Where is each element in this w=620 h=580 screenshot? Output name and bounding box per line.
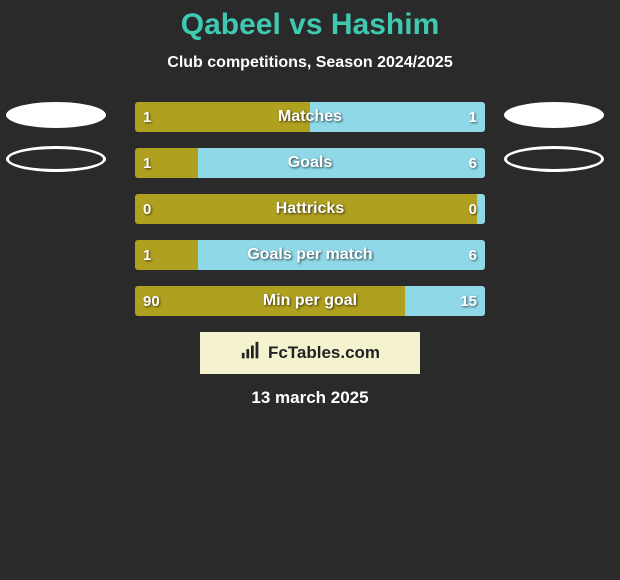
fctables-logo: FcTables.com [200, 332, 420, 374]
stat-bar-right: 6 [198, 148, 485, 178]
club-badge-left-1 [6, 102, 106, 128]
stat-row: 11Matches [135, 102, 485, 132]
stats-area: 11Matches16Goals00Hattricks16Goals per m… [0, 102, 620, 316]
player1-name: Qabeel [181, 8, 281, 41]
comparison-widget: Qabeel vs Hashim Club competitions, Seas… [0, 0, 620, 408]
stat-value-left: 1 [143, 247, 151, 264]
stat-value-left: 0 [143, 201, 151, 218]
stat-bar-left: 1 [135, 102, 310, 132]
stat-value-left: 1 [143, 155, 151, 172]
club-badge-right-1 [504, 102, 604, 128]
stat-bar-right: 1 [310, 102, 485, 132]
stat-bars: 11Matches16Goals00Hattricks16Goals per m… [135, 102, 485, 316]
left-badges [6, 102, 116, 190]
stat-value-right: 6 [469, 247, 477, 264]
vs-text: vs [289, 8, 322, 41]
stat-bar-left: 0 [135, 194, 477, 224]
stat-value-left: 90 [143, 293, 160, 310]
stat-row: 16Goals per match [135, 240, 485, 270]
stat-bar-right: 15 [405, 286, 486, 316]
stat-value-right: 15 [460, 293, 477, 310]
club-badge-right-2 [504, 146, 604, 172]
stat-value-right: 6 [469, 155, 477, 172]
page-title: Qabeel vs Hashim [0, 8, 620, 42]
bar-chart-icon [240, 340, 262, 367]
stat-row: 9015Min per goal [135, 286, 485, 316]
stat-bar-right: 6 [198, 240, 485, 270]
stat-value-left: 1 [143, 109, 151, 126]
subtitle: Club competitions, Season 2024/2025 [0, 54, 620, 72]
stat-bar-left: 1 [135, 240, 198, 270]
stat-row: 16Goals [135, 148, 485, 178]
right-badges [504, 102, 614, 190]
stat-value-right: 1 [469, 109, 477, 126]
stat-row: 00Hattricks [135, 194, 485, 224]
player2-name: Hashim [331, 8, 439, 41]
club-badge-left-2 [6, 146, 106, 172]
stat-bar-right: 0 [477, 194, 485, 224]
stat-bar-left: 90 [135, 286, 405, 316]
stat-value-right: 0 [469, 201, 477, 218]
date-text: 13 march 2025 [0, 388, 620, 408]
fctables-text: FcTables.com [268, 343, 380, 363]
stat-bar-left: 1 [135, 148, 198, 178]
